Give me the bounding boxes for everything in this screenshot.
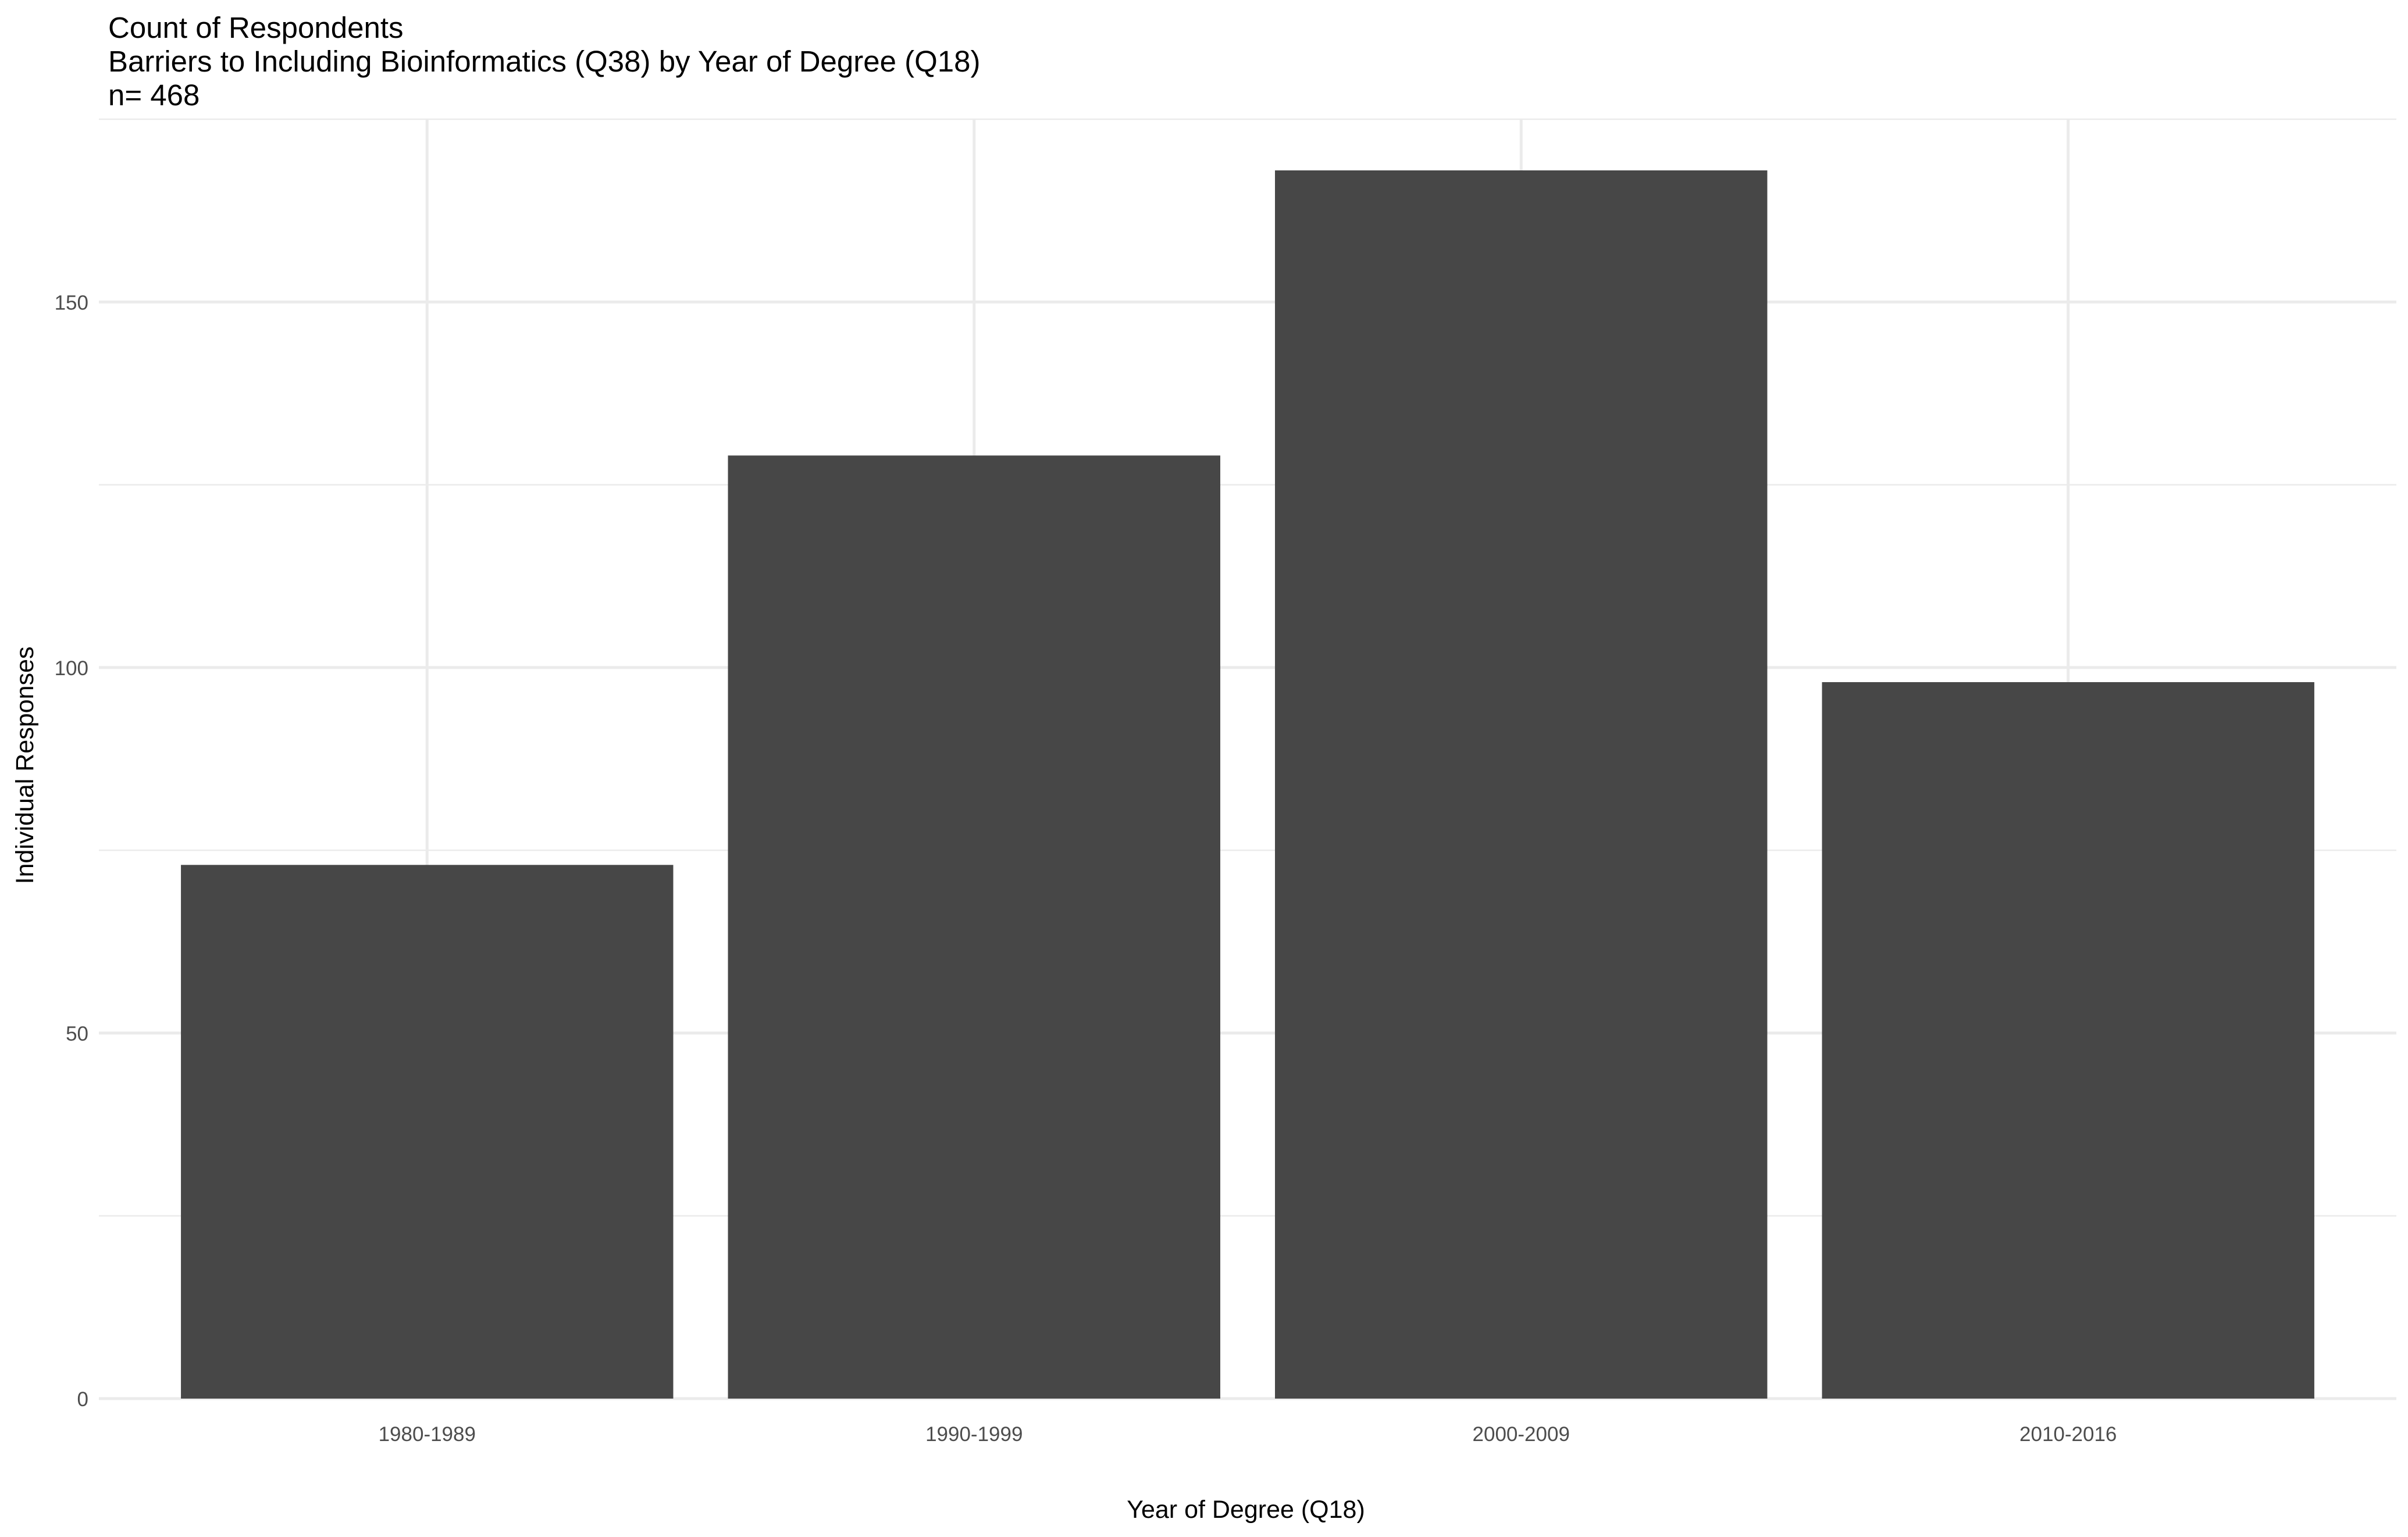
bar [1275, 170, 1768, 1399]
y-tick-label: 100 [55, 657, 88, 680]
x-axis-ticks: 1980-1989 1990-1999 2000-2009 2010-2016 [379, 1423, 2117, 1446]
chart-caption: n= 468 [108, 79, 200, 112]
bar [728, 455, 1220, 1399]
chart-title: Count of Respondents [108, 11, 404, 44]
y-tick-label: 0 [77, 1388, 88, 1411]
x-tick-label: 1980-1989 [379, 1423, 476, 1446]
y-tick-label: 150 [55, 291, 88, 314]
y-axis-ticks: 0 50 100 150 [55, 291, 88, 1411]
bars [181, 170, 2314, 1399]
x-tick-label: 2010-2016 [2019, 1423, 2117, 1446]
x-tick-label: 2000-2009 [1473, 1423, 1570, 1446]
y-tick-label: 50 [66, 1022, 88, 1045]
bar [1822, 682, 2314, 1399]
y-axis-title: Individual Responses [11, 647, 39, 885]
bar [181, 865, 674, 1399]
x-axis-title: Year of Degree (Q18) [1127, 1496, 1365, 1524]
chart-subtitle: Barriers to Including Bioinformatics (Q3… [108, 45, 981, 78]
x-tick-label: 1990-1999 [925, 1423, 1023, 1446]
